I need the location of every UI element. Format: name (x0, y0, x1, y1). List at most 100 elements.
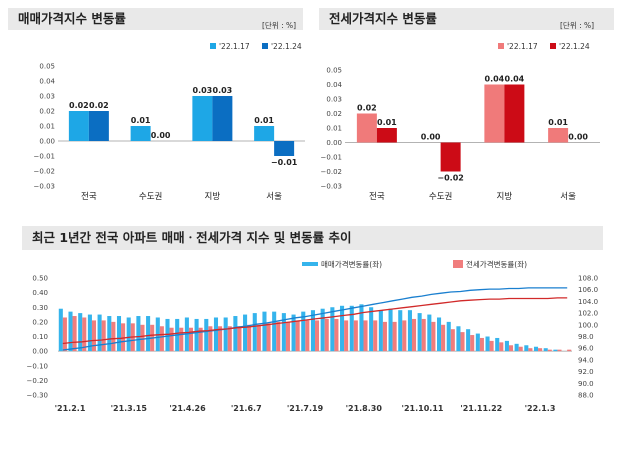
jeonse-y-tick: −0.03 (321, 183, 342, 191)
trend-y-right-tick: 102.0 (578, 310, 598, 318)
trend-sale-bar (272, 311, 277, 352)
trend-jeonse-bar (557, 349, 562, 352)
trend-x-tick: '21.8.30 (346, 404, 383, 413)
trend-jeonse-index-line (62, 297, 568, 345)
trend-y-right-tick: 104.0 (578, 298, 598, 306)
trend-sale-bar (369, 307, 374, 352)
trend-sale-bar (398, 310, 403, 352)
trend-sale-bar (446, 321, 451, 352)
trend-jeonse-bar (159, 326, 164, 352)
trend-sale-bar (330, 307, 335, 352)
trend-sale-bar (485, 336, 490, 352)
trend-sale-bar (107, 316, 112, 352)
trend-jeonse-bar (470, 335, 475, 352)
jeonse-legend-swatch (550, 43, 556, 49)
trend-jeonse-bar (344, 320, 349, 352)
trend-jeonse-bar (334, 318, 339, 352)
sale-data-label: 0.02 (69, 101, 89, 110)
sale-legend-label: '22.1.17 (219, 42, 250, 51)
trend-sale-bar (504, 340, 509, 352)
trend-jeonse-bar (82, 317, 87, 352)
sale-y-tick: 0.04 (39, 78, 55, 86)
trend-legend-swatch-jeonse (453, 260, 463, 268)
jeonse-y-tick: 0.02 (326, 110, 342, 118)
trend-jeonse-bar (121, 323, 126, 352)
jeonse-data-label: 0.04 (485, 75, 505, 84)
trend-sale-bar (553, 349, 558, 352)
trend-y-left-tick: 0.00 (32, 348, 48, 356)
trend-jeonse-bar (295, 320, 300, 352)
jeonse-data-label: 0.04 (505, 75, 525, 84)
sale-x-tick: 수도권 (139, 191, 162, 202)
trend-jeonse-bar (508, 345, 514, 352)
trend-jeonse-bar (111, 321, 116, 352)
trend-sale-bar (495, 337, 500, 352)
jeonse-x-tick: 서울 (560, 192, 576, 202)
jeonse-data-label: 0.00 (568, 133, 588, 142)
jeonse-x-tick: 수도권 (429, 191, 452, 202)
jeonse-bar (356, 113, 377, 143)
trend-sale-bar (116, 316, 122, 352)
sale-bar (130, 126, 151, 141)
trend-sale-bar (407, 310, 412, 352)
trend-jeonse-bar (499, 342, 504, 352)
trend-jeonse-bar (382, 321, 387, 352)
sale-bar (254, 126, 275, 141)
trend-sale-bar (97, 314, 102, 352)
sale-legend-swatch (262, 43, 268, 49)
trend-jeonse-bar (72, 316, 77, 352)
trend-legend-label-sale: 매매가격변동률(좌) (321, 259, 382, 269)
sale-y-tick: 0.00 (39, 138, 55, 146)
trend-sale-bar (349, 305, 354, 352)
sale-y-tick: 0.01 (39, 123, 55, 131)
trend-jeonse-bar (188, 327, 193, 352)
trend-y-right-tick: 96.0 (578, 345, 594, 353)
trend-jeonse-bar (227, 326, 232, 352)
sale-bar (212, 96, 233, 141)
trend-x-tick: '21.10.11 (402, 404, 444, 413)
trend-sale-bar (417, 313, 422, 352)
sale-data-label: 0.00 (151, 131, 171, 140)
sale-data-label: 0.03 (193, 86, 213, 95)
trend-y-left-tick: 0.10 (32, 333, 48, 341)
trend-jeonse-bar (91, 320, 97, 352)
trend-y-right-tick: 108.0 (578, 275, 598, 283)
trend-sale-bar (136, 316, 141, 352)
trend-sale-bar (233, 316, 238, 352)
sale-bar (68, 111, 89, 141)
trend-sale-bar (543, 348, 548, 352)
sale-bar (88, 111, 109, 141)
trend-sale-bar (165, 318, 170, 352)
trend-jeonse-bar (411, 318, 417, 352)
trend-sale-bar (223, 317, 228, 352)
sale-x-tick: 서울 (266, 192, 282, 202)
trend-jeonse-bar (324, 318, 329, 352)
trend-sale-bar (524, 345, 529, 352)
sale-y-tick: −0.02 (34, 168, 55, 176)
jeonse-bar (548, 128, 569, 143)
trend-jeonse-bar (373, 320, 378, 352)
trend-sale-bar (291, 314, 296, 352)
trend-sale-bar (194, 318, 199, 352)
trend-sale-bar (204, 318, 209, 352)
trend-jeonse-bar (363, 320, 368, 352)
trend-y-right-tick: 100.0 (578, 321, 598, 329)
sale-x-tick: 지방 (205, 191, 221, 202)
trend-sale-bar (281, 313, 286, 352)
trend-jeonse-bar (285, 321, 290, 352)
trend-sale-bar (427, 314, 432, 352)
trend-sale-bar (301, 311, 306, 352)
trend-sale-bar (514, 343, 519, 352)
sale-chart-title: 매매가격지수 변동률 (8, 8, 303, 30)
trend-y-left-tick: 0.40 (32, 289, 48, 297)
jeonse-bar (484, 84, 505, 143)
trend-sale-bar (310, 310, 315, 352)
sale-data-label: 0.01 (254, 116, 274, 125)
jeonse-data-label: 0.01 (377, 118, 397, 127)
trend-jeonse-bar (315, 320, 320, 352)
trend-chart-title: 최근 1년간 전국 아파트 매매ㆍ전세가격 지수 및 변동률 추이 (22, 226, 603, 250)
trend-y-right-tick: 88.0 (578, 392, 594, 400)
sale-data-label: 0.01 (131, 116, 151, 125)
trend-jeonse-bar (218, 326, 223, 352)
trend-sale-bar (262, 311, 267, 352)
